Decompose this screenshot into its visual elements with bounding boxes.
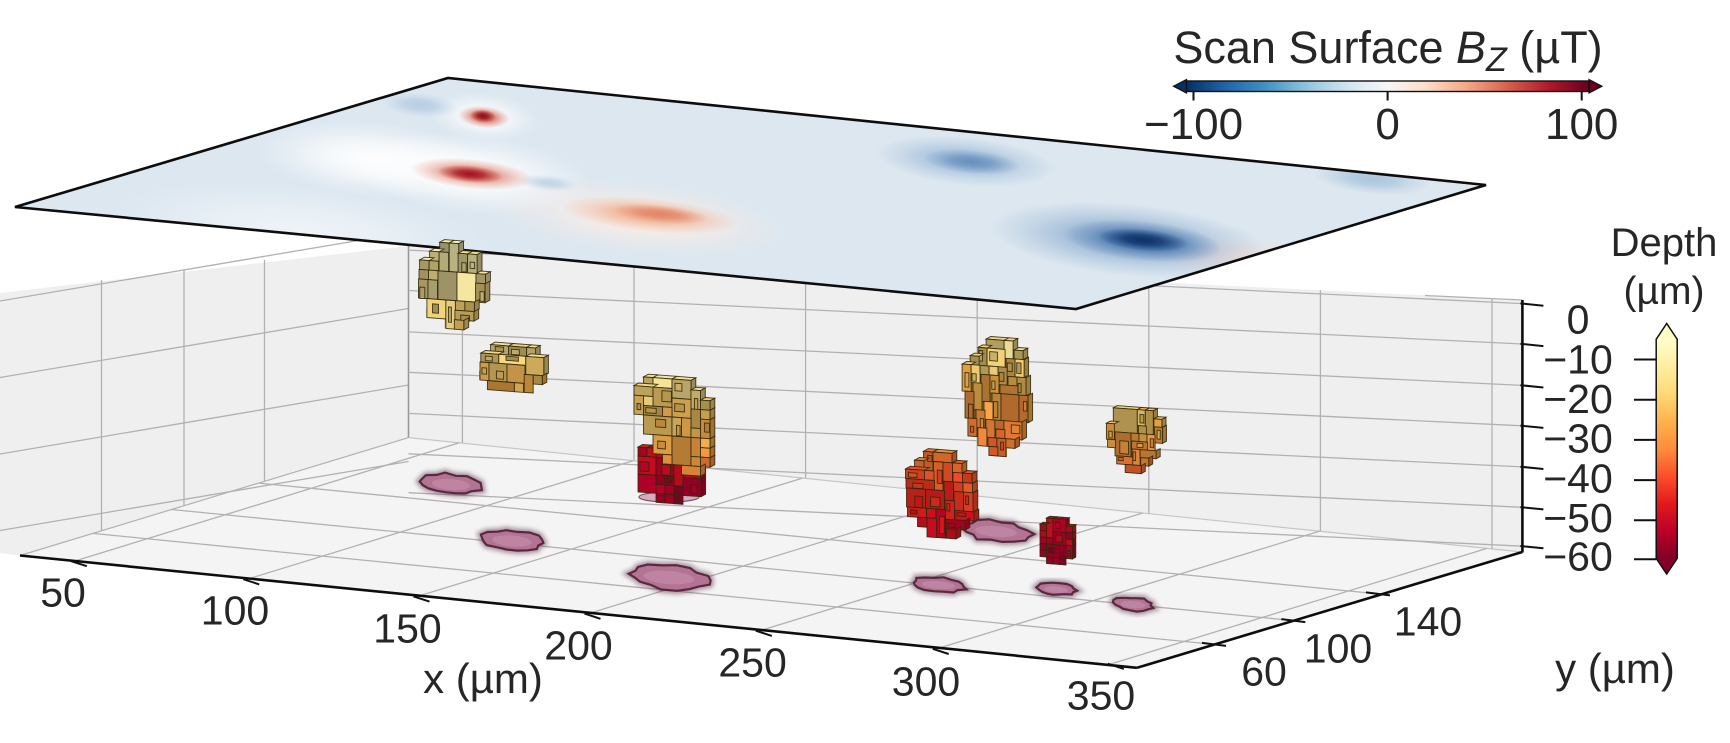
svg-text:100: 100 xyxy=(1545,100,1618,149)
svg-text:0: 0 xyxy=(1567,297,1590,343)
svg-text:350: 350 xyxy=(1067,673,1135,719)
svg-text:200: 200 xyxy=(544,623,612,669)
svg-text:−50: −50 xyxy=(1543,495,1613,541)
svg-text:0: 0 xyxy=(1375,100,1399,149)
svg-text:150: 150 xyxy=(373,606,441,652)
svg-text:−30: −30 xyxy=(1543,416,1613,462)
svg-text:−60: −60 xyxy=(1543,534,1613,580)
svg-text:x (µm): x (µm) xyxy=(423,655,543,702)
svg-text:−100: −100 xyxy=(1144,100,1243,149)
svg-text:y (µm): y (µm) xyxy=(1555,645,1675,692)
svg-text:Depth: Depth xyxy=(1611,221,1718,265)
svg-text:100: 100 xyxy=(201,588,269,634)
svg-text:140: 140 xyxy=(1394,599,1462,645)
svg-text:50: 50 xyxy=(40,570,86,616)
svg-text:Scan Surface BZ (µT): Scan Surface BZ (µT) xyxy=(1173,22,1602,79)
svg-text:(µm): (µm) xyxy=(1624,270,1705,313)
svg-text:−20: −20 xyxy=(1543,376,1613,422)
svg-text:300: 300 xyxy=(892,659,960,705)
svg-text:100: 100 xyxy=(1304,626,1372,672)
svg-text:−10: −10 xyxy=(1543,337,1613,383)
svg-text:−40: −40 xyxy=(1543,455,1613,501)
svg-text:60: 60 xyxy=(1241,649,1287,695)
svg-text:250: 250 xyxy=(718,640,786,686)
